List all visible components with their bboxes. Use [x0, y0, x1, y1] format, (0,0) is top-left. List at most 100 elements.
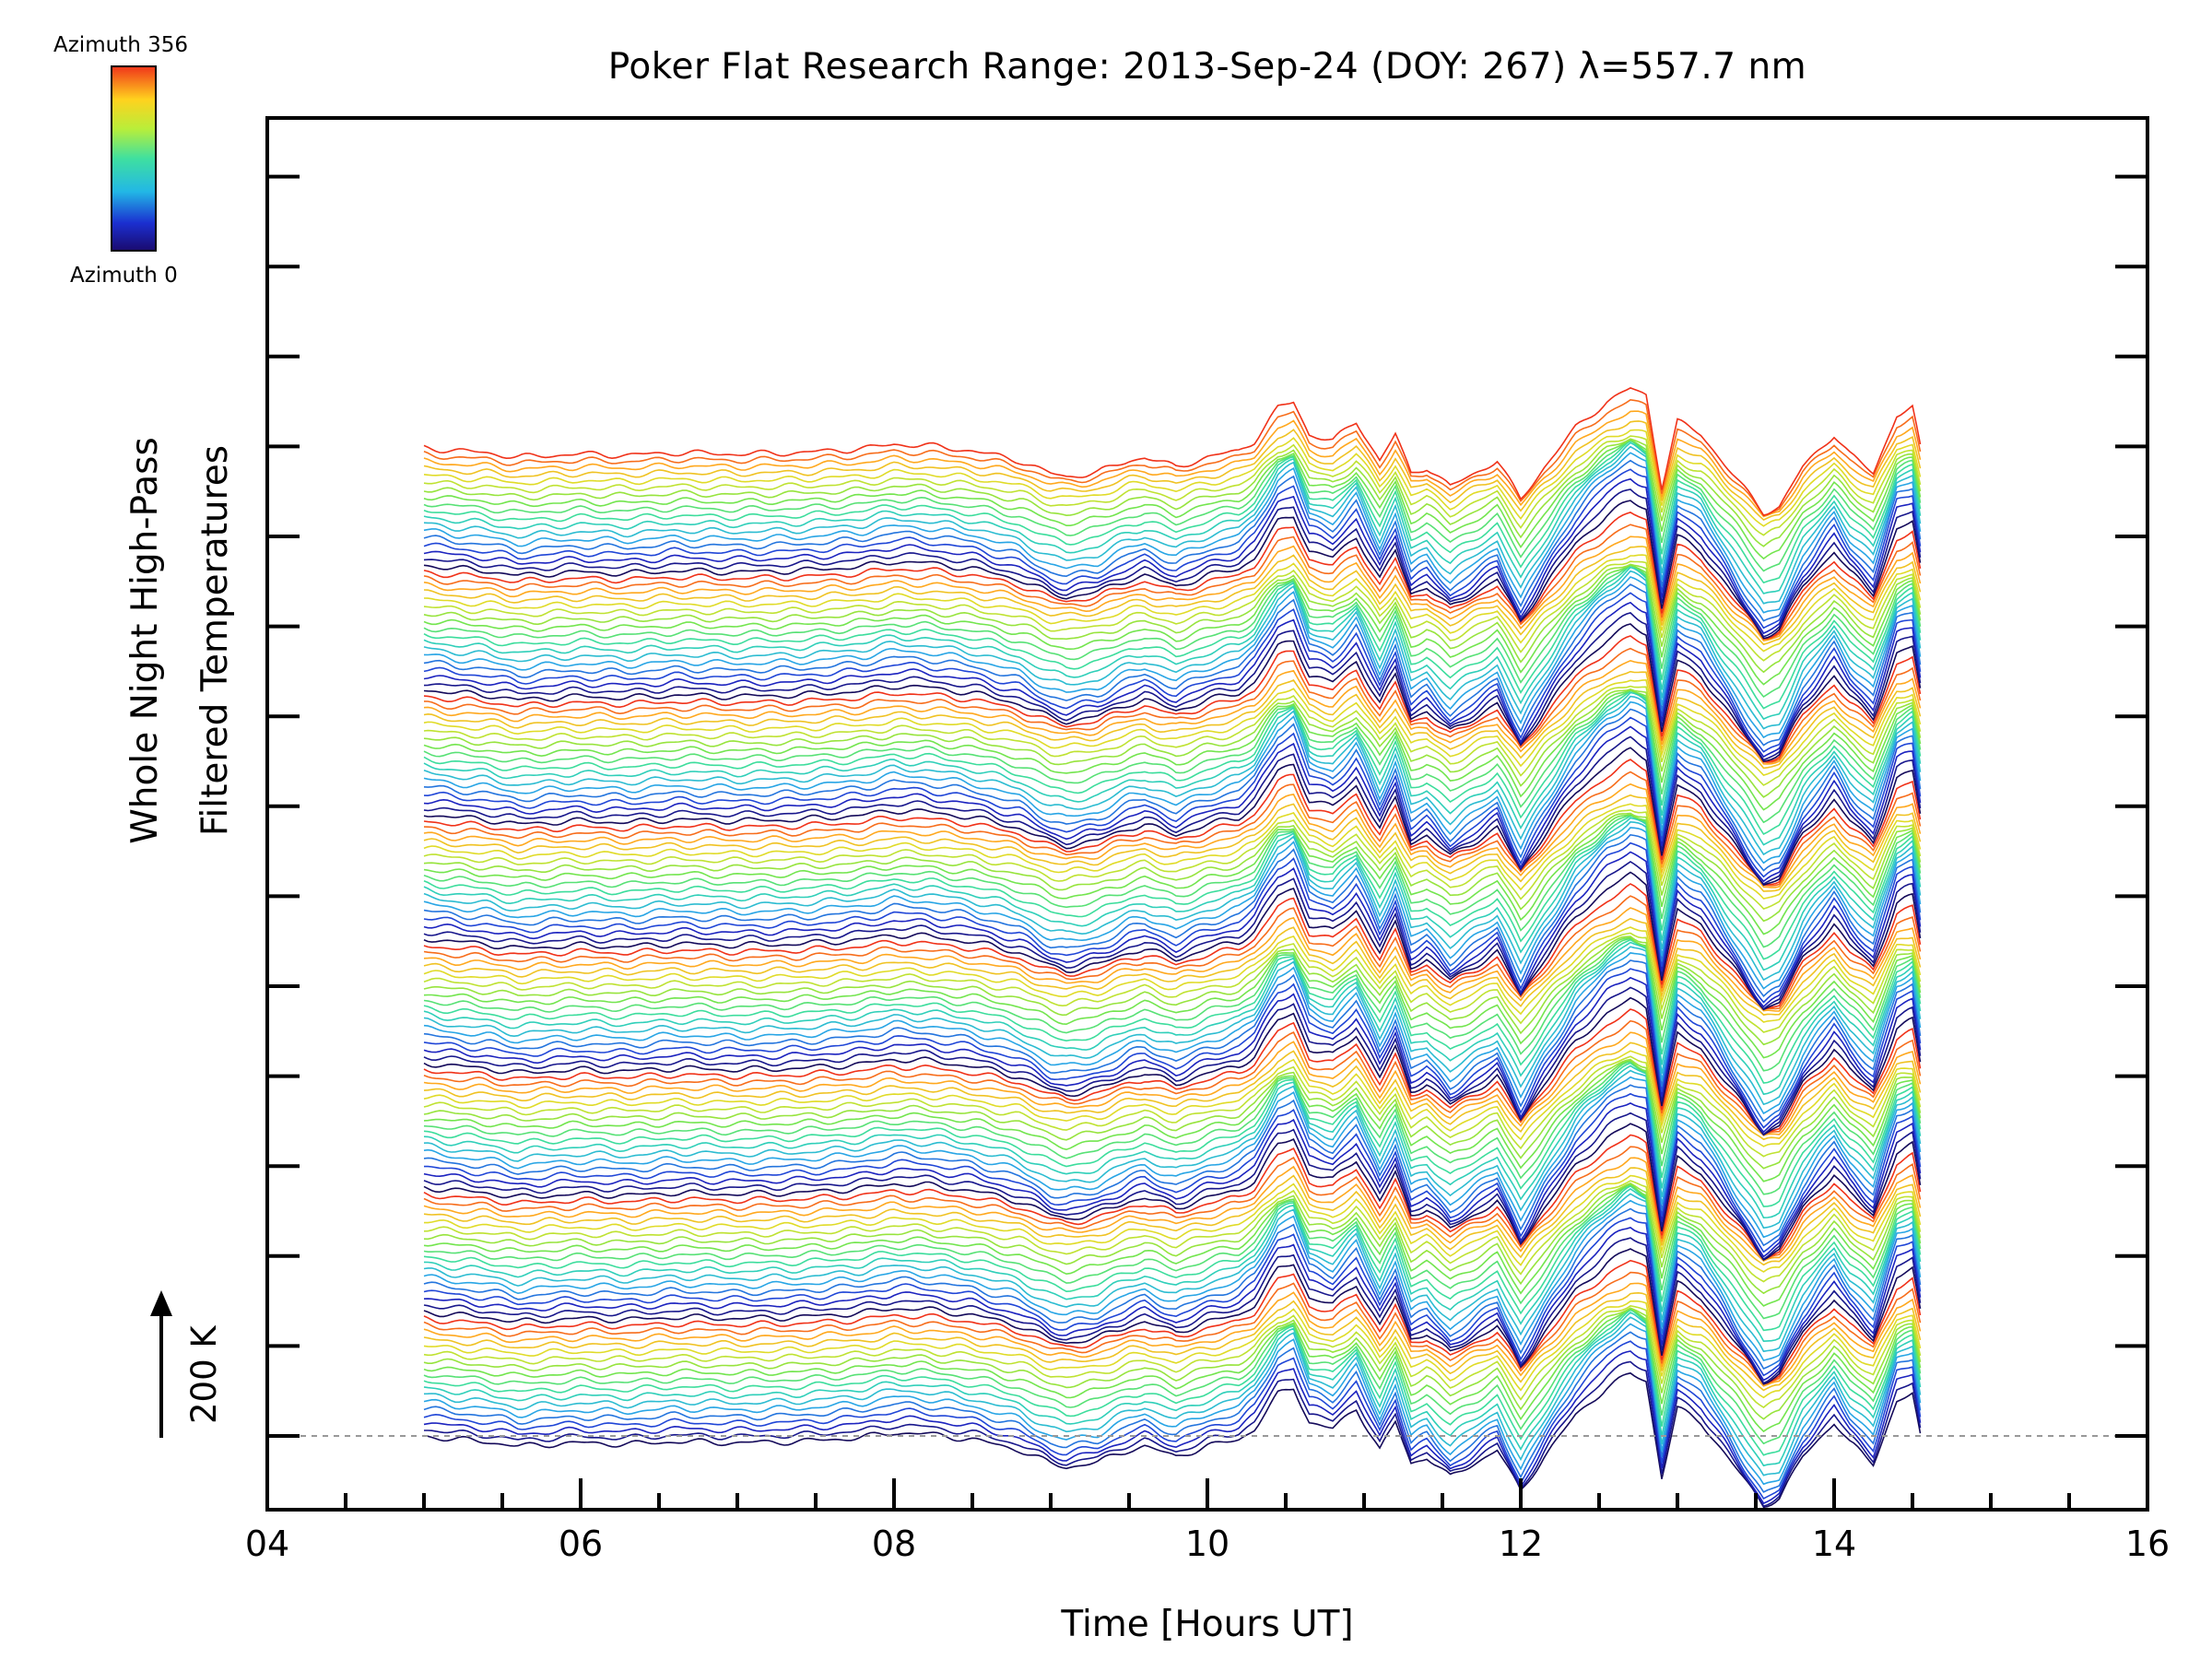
trace-line: [423, 623, 1922, 762]
trace-line: [423, 1259, 1922, 1385]
trace-line: [423, 1217, 1922, 1377]
trace-line: [423, 1062, 1922, 1207]
scale-bar-label: 200 K: [184, 1325, 224, 1424]
trace-line: [423, 695, 1922, 856]
trace-line: [423, 1271, 1922, 1385]
trace-line: [423, 716, 1922, 878]
trace-line: [424, 1092, 1922, 1253]
trace-line: [423, 564, 1922, 710]
trace-line: [423, 803, 1922, 900]
trace-line: [423, 1305, 1922, 1408]
trace-line: [423, 1146, 1922, 1261]
trace-line: [423, 659, 1922, 765]
trace-line: [423, 1069, 1922, 1230]
x-tick-label: 12: [1499, 1524, 1543, 1564]
trace-line: [423, 932, 1922, 1033]
trace-line: [423, 560, 1922, 662]
trace-line: [423, 488, 1922, 638]
trace-line: [423, 1180, 1922, 1283]
trace-line: [423, 1182, 1922, 1295]
trace-line: [423, 1312, 1922, 1467]
trace-line: [423, 1300, 1922, 1399]
colorbar-ramp: [111, 65, 157, 252]
trace-line: [423, 1309, 1922, 1456]
trace-line: [423, 827, 1922, 990]
x-tick-label: 14: [1812, 1524, 1856, 1564]
tick-marks: [265, 174, 2149, 1510]
trace-line: [423, 410, 1922, 518]
trace-line: [423, 1065, 1922, 1219]
trace-line: [423, 814, 1922, 948]
trace-line: [423, 871, 1922, 1011]
trace-line: [423, 635, 1922, 763]
trace-line: [423, 1102, 1922, 1258]
trace-line: [423, 968, 1922, 1129]
chart-title: Poker Flat Research Range: 2013-Sep-24 (…: [607, 46, 1807, 88]
trace-line: [423, 1019, 1922, 1135]
trace-line: [423, 441, 1922, 594]
trace-line: [423, 1340, 1922, 1500]
trace-line: [423, 689, 1922, 836]
x-tick-label: 04: [245, 1524, 289, 1564]
trace-line: [423, 809, 1922, 911]
trace-line: [423, 794, 1922, 892]
trace-line: [423, 812, 1922, 923]
trace-line: [424, 1360, 1922, 1508]
trace-line: [423, 907, 1922, 1012]
trace-line: [423, 938, 1922, 1084]
trace-line: [423, 1167, 1922, 1266]
trace-line: [423, 976, 1922, 1134]
trace-line: [423, 592, 1922, 753]
x-tick-label: 08: [872, 1524, 916, 1564]
trace-line: [423, 563, 1922, 674]
trace-line: [423, 1058, 1922, 1170]
trace-line: [423, 1207, 1922, 1371]
trace-line: [423, 439, 1922, 560]
trace-line: [423, 959, 1922, 1123]
trace-line: [423, 500, 1922, 640]
trace-line: [423, 512, 1922, 640]
trace-line: [423, 895, 1922, 1010]
trace-line: [423, 996, 1922, 1136]
x-tick-label: 16: [2125, 1524, 2170, 1564]
trace-line: [423, 678, 1922, 777]
trace-line: [423, 440, 1922, 584]
trace-line: [423, 917, 1922, 1016]
trace-line: [423, 782, 1922, 888]
trace-line: [423, 883, 1922, 1010]
trace-line: [423, 564, 1922, 686]
trace-line: [423, 771, 1922, 887]
trace-line: [423, 1188, 1922, 1343]
x-tick-label: 06: [559, 1524, 603, 1564]
trace-line: [423, 1008, 1922, 1135]
trace-group: [423, 387, 1922, 1509]
trace-line: [423, 601, 1922, 759]
trace-line: [423, 926, 1922, 1023]
trace-line: [423, 387, 1922, 517]
trace-line: [423, 445, 1922, 605]
trace-line: [423, 535, 1922, 641]
trace-line: [423, 398, 1922, 517]
trace-line: [423, 477, 1922, 635]
trace-line: [423, 1308, 1922, 1445]
trace-line: [423, 1323, 1922, 1486]
trace-line: [423, 1076, 1922, 1239]
trace-line: [423, 570, 1922, 730]
trace-line: [423, 576, 1922, 739]
trace-line: [423, 429, 1922, 527]
trace-line: [423, 438, 1922, 547]
trace-line: [423, 647, 1922, 764]
trace-line: [423, 725, 1922, 883]
trace-line: [423, 1060, 1922, 1195]
trace-line: [423, 439, 1922, 572]
y-axis-label-line-1: Whole Night High-Pass: [124, 437, 166, 844]
trace-line: [423, 554, 1922, 653]
trace-line: [423, 861, 1922, 1010]
trace-line: [423, 1157, 1922, 1262]
trace-line: [423, 820, 1922, 982]
trace-line: [423, 941, 1922, 1096]
trace-line: [423, 459, 1922, 622]
trace-line: [423, 946, 1922, 1106]
trace-line: [423, 1371, 1922, 1509]
